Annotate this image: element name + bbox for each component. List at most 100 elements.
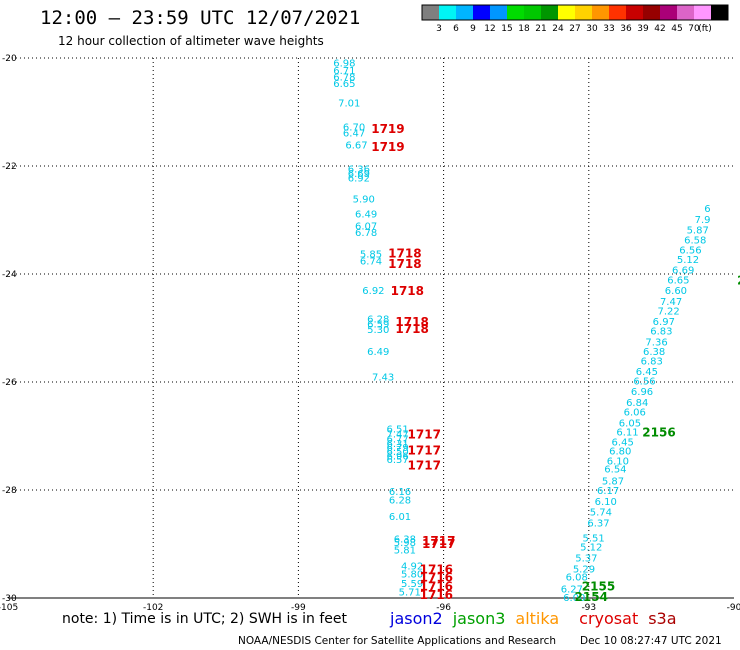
pass-time-label: 1717 xyxy=(408,427,441,441)
pass-time-label: 1717 xyxy=(408,459,441,473)
pass-time-label: 1718 xyxy=(395,322,428,336)
pass-time-label: 2155 xyxy=(582,580,615,594)
wave-height-label: 6.65 xyxy=(667,275,689,286)
wave-height-label: 6.60 xyxy=(665,286,687,297)
wave-height-label: 6.47 xyxy=(343,129,365,140)
wave-height-label: 6.11 xyxy=(616,428,638,439)
wave-height-label: 6.58 xyxy=(684,235,706,246)
wave-height-label: 6.97 xyxy=(653,317,675,328)
wave-height-label: 6.59 xyxy=(367,320,389,331)
wave-height-label: 6.31 xyxy=(386,439,408,450)
colorbar-tick-label: 45 xyxy=(671,24,682,34)
wave-height-label: 6 xyxy=(704,204,710,215)
pass-time-label: 1716 xyxy=(420,570,453,584)
wave-height-label: 5.81 xyxy=(394,545,416,556)
colorbar-swatch xyxy=(507,5,524,20)
wave-height-label: 6.27 xyxy=(561,584,583,595)
wave-height-label: 6.78 xyxy=(355,228,377,239)
wave-height-label: 6.79 xyxy=(386,443,408,454)
colorbar-swatch xyxy=(524,5,541,20)
pass-time-label: 1718 xyxy=(391,284,424,298)
wave-height-label: 6.01 xyxy=(389,512,411,523)
pass-time-label: 1717 xyxy=(422,537,455,551)
plot-axes: -105 -102 -99 -96 -93 -90 -20 -22 -24 -26 -28 -30 xyxy=(0,54,740,613)
wave-height-label: 5.71 xyxy=(399,588,421,599)
wave-height-label: 5.87 xyxy=(602,476,624,487)
pass-time-label: 1716 xyxy=(420,580,453,594)
colorbar-tick-label: 24 xyxy=(552,24,564,34)
wave-height-label: 5.51 xyxy=(583,534,605,545)
y-tick-label: -24 xyxy=(2,270,17,280)
wave-height-label: 6.54 xyxy=(604,464,626,475)
wave-height-label: 5.37 xyxy=(575,554,597,565)
wave-height-label: 6.98 xyxy=(333,58,355,69)
wave-height-label: 6.38 xyxy=(394,535,416,546)
pass-time-label: 2154 xyxy=(575,590,608,604)
satellite-jason3: jason3 xyxy=(452,609,506,628)
wave-height-label: 5.98 xyxy=(394,538,416,549)
colorbar-tick-label: 39 xyxy=(637,24,649,34)
satellite-s3a: s3a xyxy=(648,609,677,628)
colorbar-tick-label: 9 xyxy=(470,24,476,34)
satellite-altika: altika xyxy=(515,609,560,628)
pass-time-label: 1717 xyxy=(422,534,455,548)
wave-height-label: 7.47 xyxy=(660,297,682,308)
wave-height-label: 6.77 xyxy=(386,435,408,446)
colorbar-swatch xyxy=(677,5,694,20)
colorbar-swatch xyxy=(643,5,660,20)
wave-height-label: 5.74 xyxy=(590,508,612,519)
satellite-cryosat: cryosat xyxy=(579,609,639,628)
wave-height-label: 6.28 xyxy=(367,314,389,325)
timestamp-text: Dec 10 08:27:47 UTC 2021 xyxy=(580,635,722,647)
x-tick-label: -93 xyxy=(581,603,596,613)
y-tick-label: -30 xyxy=(2,594,17,604)
wave-height-label: 7.47 xyxy=(386,429,408,440)
wave-height-label: 6.57 xyxy=(386,455,408,466)
wave-height-label: 6.71 xyxy=(333,66,355,77)
colorbar-tick-label: 6 xyxy=(453,24,459,34)
colorbar-tick-label: 42 xyxy=(654,24,665,34)
wave-height-label: 4.92 xyxy=(401,562,423,573)
wave-height-label: 6.65 xyxy=(333,79,355,90)
wave-height-label: 6.07 xyxy=(355,221,377,232)
wave-height-label: 6.50 xyxy=(386,447,408,458)
x-tick-label: -90 xyxy=(727,603,740,613)
colorbar-tick-label: 18 xyxy=(518,24,530,34)
colorbar-swatch xyxy=(541,5,558,20)
x-tick-label: -102 xyxy=(143,603,163,613)
chart-subtitle: 12 hour collection of altimeter wave hei… xyxy=(58,34,324,48)
wave-height-label: 6.92 xyxy=(348,173,370,184)
pass-time-label: 1719 xyxy=(371,122,404,136)
wave-height-label: 6.37 xyxy=(587,518,609,529)
wave-height-label: 6.83 xyxy=(650,327,672,338)
colorbar-legend: 3 6 9 12 15 18 21 24 27 30 33 36 39 42 45 70(ft) xyxy=(421,4,729,34)
colorbar-tick-label: 15 xyxy=(501,24,512,34)
colorbar-swatch xyxy=(592,5,609,20)
colorbar-tick-label: 70 xyxy=(688,24,700,34)
wave-height-label: 6.10 xyxy=(595,497,617,508)
colorbar-swatch xyxy=(439,5,456,20)
colorbar-tick-label: 12 xyxy=(484,24,495,34)
wave-height-label: 6.78 xyxy=(333,72,355,83)
colorbar-border xyxy=(421,4,729,21)
wave-height-label: 6.56 xyxy=(633,376,655,387)
satellite-jason2: jason2 xyxy=(390,609,443,628)
wave-height-label: 6.96 xyxy=(631,387,653,398)
wave-height-label: 6.74 xyxy=(360,257,382,268)
wave-height-label: 7.01 xyxy=(338,98,360,109)
colorbar-swatch xyxy=(558,5,575,20)
colorbar-swatch xyxy=(660,5,677,20)
wave-height-label: 6.51 xyxy=(386,424,408,435)
wave-height-label: 6.84 xyxy=(626,398,648,409)
wave-height-label: 6.17 xyxy=(597,486,619,497)
y-tick-label: -28 xyxy=(2,486,17,496)
colorbar-tick-label: 3 xyxy=(436,24,442,34)
wave-height-label: 6.80 xyxy=(609,447,631,458)
wave-height-label: 7.43 xyxy=(372,373,394,384)
x-tick-label: -99 xyxy=(291,603,306,613)
wave-height-label: 6.36 xyxy=(348,165,370,176)
wave-height-label: 6.45 xyxy=(636,367,658,378)
satellite-legend: jason2 jason3 altika cryosat s3a xyxy=(390,609,677,628)
wave-height-label: 6.69 xyxy=(672,266,694,277)
